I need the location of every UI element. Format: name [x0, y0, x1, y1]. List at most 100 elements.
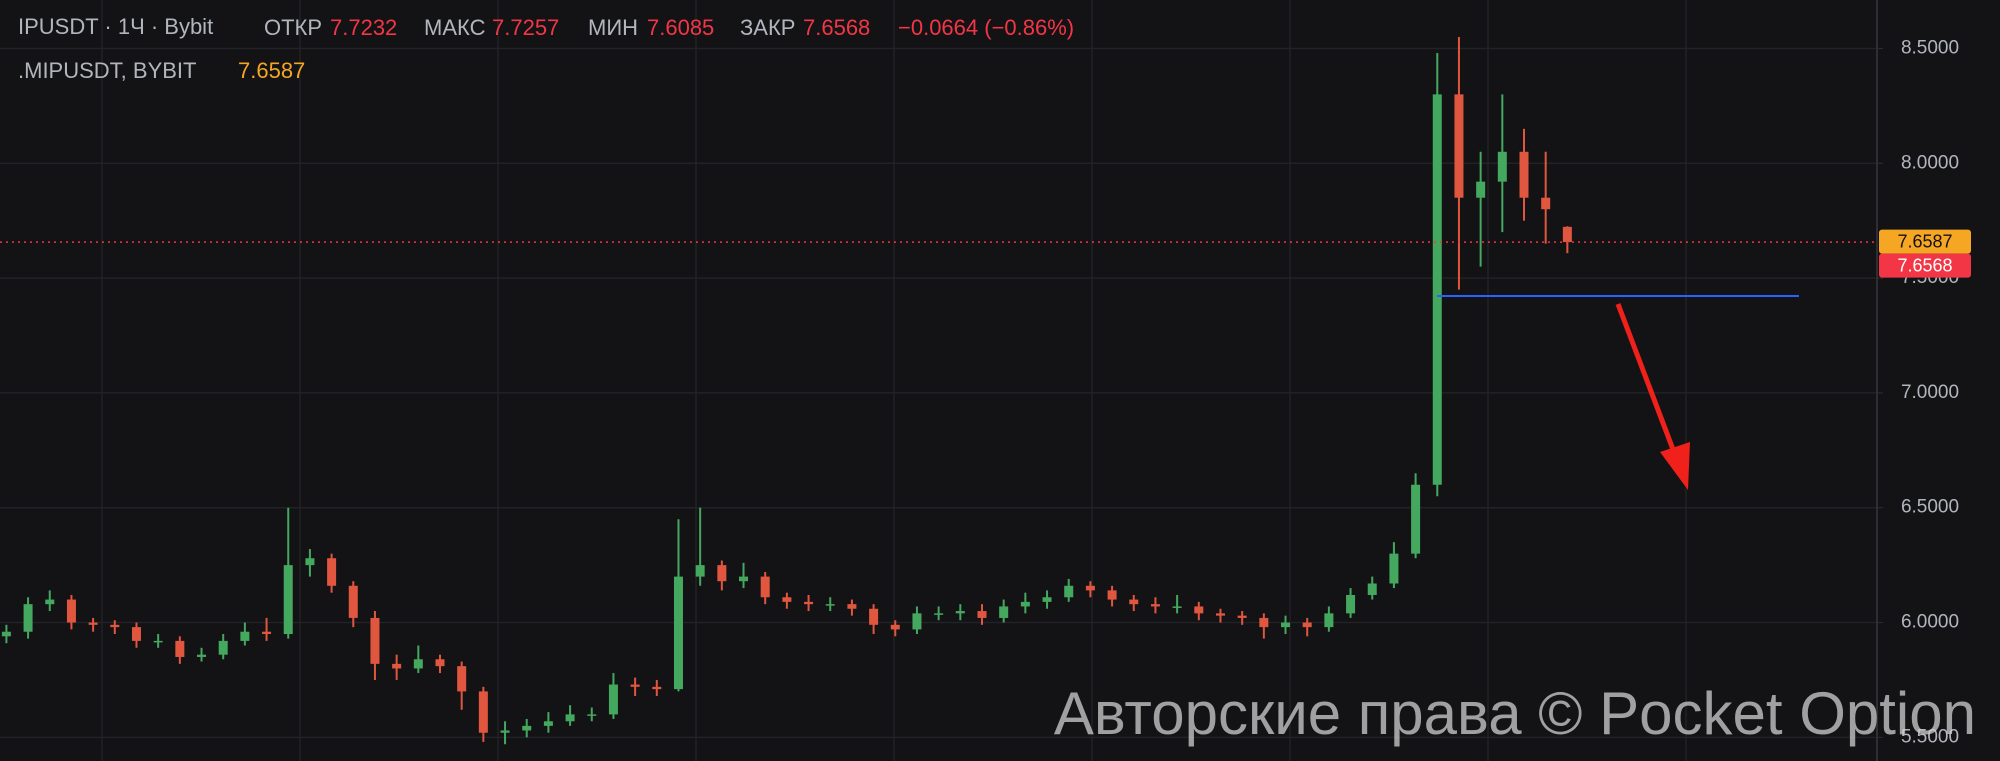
candle-body: [1454, 94, 1464, 198]
candle-body: [717, 565, 727, 582]
candle-body: [1281, 622, 1291, 628]
candle-body: [760, 576, 770, 598]
candle-body: [1497, 151, 1507, 182]
candle-body: [890, 624, 900, 630]
header: IPUSDT · 1Ч · Bybit ОТКР 7.7232 МАКС 7.7…: [18, 14, 1074, 83]
candle-body: [869, 608, 879, 625]
candle-body: [110, 624, 120, 628]
candle-body: [457, 666, 467, 692]
candle-body: [327, 558, 337, 586]
price-tag: [1879, 253, 1971, 278]
candle-body: [370, 617, 380, 664]
candle-body: [1346, 594, 1356, 614]
candle-body: [565, 714, 575, 722]
candle-body: [1194, 606, 1204, 614]
candle-body: [522, 725, 532, 731]
candle-body: [782, 597, 792, 602]
indicator-name: .MIPUSDT, BYBIT: [18, 58, 196, 83]
candle-body: [934, 613, 944, 615]
candle-body: [1085, 585, 1095, 591]
candle-body: [1541, 197, 1551, 210]
grid: [0, 0, 1877, 761]
candle-body: [739, 576, 749, 582]
candle-body: [1411, 484, 1421, 554]
candle-body: [1519, 151, 1529, 198]
candle-body: [630, 684, 640, 687]
candle-body: [804, 601, 814, 605]
candle-body: [543, 721, 553, 726]
candle-body: [478, 691, 488, 733]
high-label: МАКС: [424, 15, 486, 40]
candle-body: [283, 565, 293, 635]
candle-body: [218, 640, 228, 655]
y-tick-label: 7.0000: [1901, 382, 1959, 403]
candle-body: [45, 599, 55, 605]
price-axis: 5.50006.00006.50007.00007.50008.00008.50…: [1877, 37, 1971, 747]
watermark: Авторские права © Pocket Option: [1054, 680, 1976, 747]
candle-body: [131, 627, 141, 641]
candle-body: [413, 659, 423, 669]
candle-body: [1172, 606, 1182, 608]
low-value: 7.6085: [647, 15, 714, 40]
change: −0.0664 (−0.86%): [898, 15, 1074, 40]
candle-body: [262, 631, 272, 635]
candle-body: [197, 654, 207, 657]
candle-body: [348, 585, 358, 618]
candle-body: [305, 558, 315, 566]
y-tick-label: 8.5000: [1901, 37, 1959, 58]
candle-body: [240, 631, 250, 641]
arrow: [1615, 303, 1690, 490]
candle-body: [1302, 622, 1312, 628]
price-tag-label: 7.6568: [1897, 255, 1952, 275]
candle-body: [1, 631, 11, 637]
candle-body: [1215, 613, 1225, 616]
candle-body: [153, 640, 163, 643]
candle-body: [912, 613, 922, 630]
candle-body: [825, 604, 835, 606]
candle-body: [695, 565, 705, 577]
candle-body: [1259, 617, 1269, 628]
candle-body: [652, 686, 662, 690]
arrow-head: [1660, 442, 1690, 490]
candle-body: [1020, 601, 1030, 607]
y-tick-label: 6.5000: [1901, 497, 1959, 518]
candle-body: [1324, 613, 1334, 628]
candle-body: [392, 663, 402, 669]
candle-body: [1389, 553, 1399, 584]
candle-body: [175, 640, 185, 657]
candle-body: [500, 730, 510, 733]
plot-area: [0, 36, 1877, 745]
candle-body: [1476, 181, 1486, 198]
close-label: ЗАКР: [740, 15, 795, 40]
candle-body: [955, 611, 965, 614]
open-label: ОТКР: [264, 15, 322, 40]
symbol: IPUSDT · 1Ч · Bybit: [18, 14, 213, 39]
price-tag-label: 7.6587: [1897, 231, 1952, 251]
arrow-shaft: [1615, 303, 1680, 461]
candle-body: [1150, 604, 1160, 607]
candle-body: [1432, 94, 1442, 485]
indicator-value: 7.6587: [238, 58, 305, 83]
high-value: 7.7257: [492, 15, 559, 40]
y-tick-label: 6.0000: [1901, 612, 1959, 633]
low-label: МИН: [588, 15, 638, 40]
y-tick-label: 5.5000: [1901, 726, 1959, 747]
candle-body: [673, 576, 683, 690]
candle-body: [1367, 583, 1377, 595]
price-tag: [1879, 229, 1971, 254]
candle-body: [66, 599, 76, 623]
candle-body: [608, 684, 618, 715]
candle-body: [1064, 585, 1074, 598]
candle-body: [1042, 597, 1052, 602]
open-value: 7.7232: [330, 15, 397, 40]
candle-body: [1237, 615, 1247, 618]
candle-body: [88, 622, 98, 625]
candle-body: [435, 659, 445, 667]
candle-body: [1562, 226, 1572, 243]
candle-body: [847, 604, 857, 609]
candle-body: [977, 611, 987, 618]
candle-body: [999, 606, 1009, 618]
